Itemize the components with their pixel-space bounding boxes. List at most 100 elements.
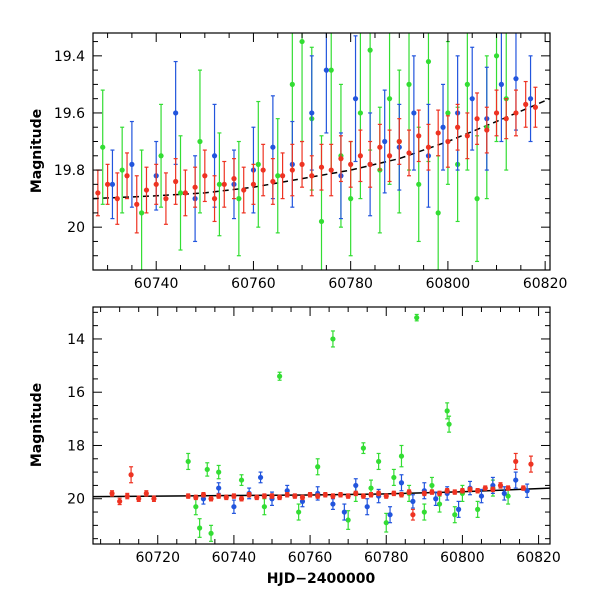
top-series-0-point (255, 100, 261, 228)
bottom-series-2-point (444, 488, 450, 494)
bottom-series-0-point (193, 498, 199, 516)
bottom-series-0-point (238, 474, 245, 487)
top-series-1-point (129, 120, 135, 208)
top-series-0-point (119, 126, 125, 214)
bottom-series-2-point (246, 492, 252, 498)
bottom-series-2-point (368, 492, 374, 498)
top-y-tick-label: 19.4 (54, 49, 85, 65)
bottom-x-tick-label: 60760 (288, 550, 333, 566)
top-series-2-point (367, 140, 373, 188)
top-series-0-point (158, 103, 164, 208)
bottom-series-0-point (475, 500, 481, 518)
bottom-series-1-point (364, 498, 370, 516)
bottom-series-0-point (296, 503, 302, 521)
bottom-series-2-point (429, 489, 435, 495)
bottom-series-2-point (261, 493, 267, 499)
top-series-2-point (309, 155, 315, 197)
bottom-series-2-point (520, 485, 526, 491)
bottom-series-2-point (216, 493, 222, 499)
bottom-axis-ticks: 60720 60740 60760 60780 60800 60820 14 16 18 20 (67, 307, 561, 566)
top-series-2-point (377, 123, 383, 171)
bottom-series-1-point (410, 494, 416, 509)
top-series-0-point (435, 155, 441, 270)
bottom-series-2-point (231, 493, 237, 499)
bottom-series-2-point (143, 490, 149, 497)
top-y-tick-label: 19.8 (54, 163, 85, 179)
top-series-0-point (197, 69, 203, 214)
top-series-0-point (216, 132, 223, 237)
top-y-tick-label: 19.6 (54, 106, 85, 122)
top-series-2-point (134, 175, 140, 234)
bottom-x-tick-label: 60780 (364, 550, 409, 566)
bottom-series-1-point (216, 482, 222, 495)
top-series-1-point (498, 33, 504, 143)
bottom-series-2-point (223, 494, 229, 501)
bottom-series-2-point (475, 488, 481, 494)
top-series-1-point (352, 35, 359, 163)
bottom-series-1-point (387, 506, 393, 524)
bottom-series-2-point (490, 486, 496, 493)
bottom-series-0-point (216, 464, 222, 480)
top-series-2-point (425, 123, 432, 171)
bottom-series-0-point (452, 506, 458, 524)
top-series-0-point (299, 33, 305, 143)
top-series-2-point (474, 92, 480, 145)
bottom-plot-frame (92, 306, 551, 545)
top-series-2-point (445, 115, 451, 168)
top-series-2-point (328, 143, 334, 197)
top-series-2-point (104, 163, 111, 205)
bottom-series-1-point (330, 498, 336, 510)
bottom-series-1-point (456, 500, 462, 518)
bottom-series-2-point (482, 485, 488, 491)
top-series-2-point (221, 160, 227, 208)
bottom-series-2-point (124, 492, 130, 500)
top-series-2-point (338, 135, 344, 183)
bottom-series-2-point (136, 495, 142, 502)
top-series-2-point (406, 129, 412, 177)
top-series-1-point (109, 149, 116, 220)
bottom-panel: 60720 60740 60760 60780 60800 60820 14 16 18 20 M… (29, 306, 561, 587)
top-series-2-point (163, 172, 169, 225)
top-series-0-point (474, 135, 480, 263)
bottom-series-2-point (299, 494, 306, 501)
bottom-series-2-point (398, 492, 405, 498)
bottom-series-0-point (391, 468, 397, 487)
bottom-series-2-point (436, 490, 443, 497)
bottom-series-2-point (185, 493, 191, 499)
top-series-2-point (211, 175, 218, 223)
bottom-series-1-point (501, 486, 507, 501)
bottom-series-0-point (261, 498, 267, 516)
bottom-series-0-point (204, 462, 210, 477)
bottom-series-1-point (398, 474, 405, 492)
top-axis-ticks: 60740 60760 60780 60800 60820 19.4 19.6 19.8 20 (54, 33, 567, 292)
bottom-series-1-point (524, 483, 530, 498)
top-y-tick-label: 20 (67, 220, 85, 236)
bottom-series-2-point (513, 452, 519, 471)
bottom-series-0-point (446, 415, 452, 433)
top-series-2-point (532, 86, 539, 128)
top-series-2-point (173, 158, 179, 205)
top-series-2-point (416, 109, 422, 163)
bottom-series-2-point (254, 494, 260, 501)
top-series-1-point (527, 55, 534, 143)
bottom-series-1-point (353, 478, 359, 493)
top-series-2-point (386, 129, 393, 183)
top-series-2-point (202, 149, 208, 203)
bottom-series-2-point (151, 495, 157, 502)
bottom-series-1-point (231, 499, 237, 514)
top-series-2-point (192, 166, 198, 208)
bottom-series-2-point (459, 488, 466, 494)
bottom-series-2-point (307, 492, 313, 498)
bottom-series-2-point (421, 490, 427, 497)
bottom-series-0-point (185, 452, 191, 471)
bottom-series-2-point (497, 482, 504, 489)
bottom-series-0-point (197, 518, 203, 538)
bottom-series-2-point (284, 492, 290, 498)
top-series-2-point (357, 129, 363, 183)
bottom-series-0-point (345, 510, 351, 530)
bottom-x-axis-label: HJD−2400000 (267, 571, 376, 587)
top-series-2-point (513, 89, 519, 137)
top-series-2-point (523, 80, 529, 128)
top-series-1-point (411, 55, 417, 171)
top-x-tick-label: 60780 (328, 276, 373, 292)
